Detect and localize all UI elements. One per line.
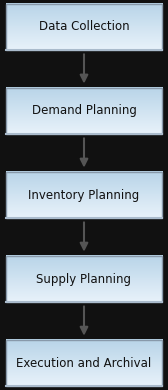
Text: Data Collection: Data Collection bbox=[39, 20, 129, 34]
Bar bbox=[6, 4, 162, 50]
Text: Supply Planning: Supply Planning bbox=[36, 273, 132, 285]
Text: Demand Planning: Demand Planning bbox=[32, 105, 136, 117]
Bar bbox=[6, 172, 162, 218]
Text: Inventory Planning: Inventory Planning bbox=[28, 188, 140, 202]
Bar bbox=[6, 340, 162, 386]
Text: Execution and Archival: Execution and Archival bbox=[16, 356, 152, 370]
Bar bbox=[6, 88, 162, 134]
Bar bbox=[6, 256, 162, 302]
